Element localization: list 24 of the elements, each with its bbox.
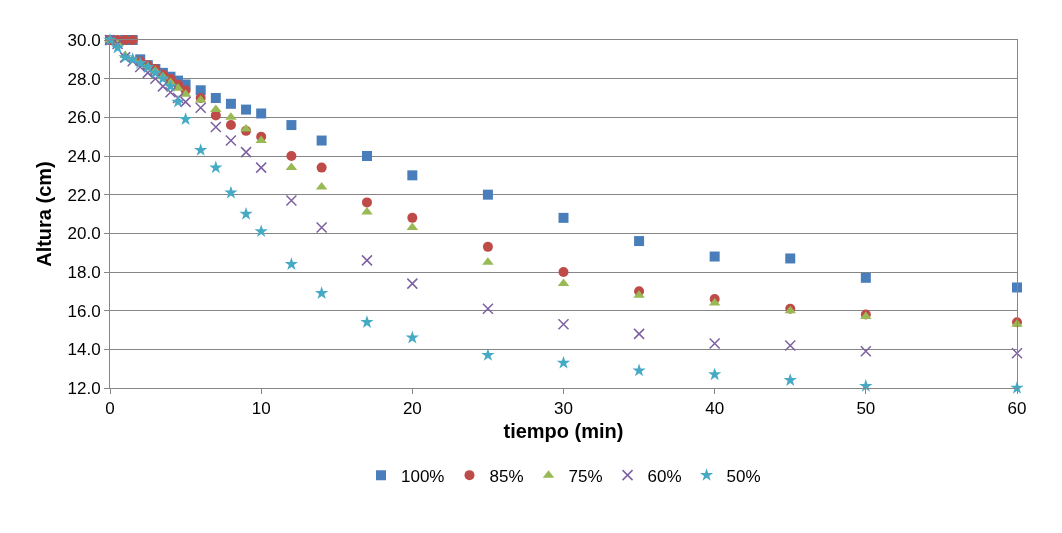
x-tick-label: 40 xyxy=(705,399,725,419)
x-tick-label: 60 xyxy=(1007,399,1027,419)
y-axis-title: Altura (cm) xyxy=(33,161,56,267)
x-tick-label: 10 xyxy=(251,399,271,419)
y-tick-label: 24.0 xyxy=(67,146,101,166)
y-tick-label: 14.0 xyxy=(67,340,101,360)
x-tick-label: 0 xyxy=(105,399,115,419)
x-tick-label: 20 xyxy=(402,399,422,419)
y-tick-label: 12.0 xyxy=(67,378,101,398)
legend-label: 85% xyxy=(489,466,524,486)
y-tick-label: 26.0 xyxy=(67,108,101,128)
y-tick-label: 18.0 xyxy=(67,262,101,282)
legend-label: 50% xyxy=(726,466,761,486)
legend-label: 100% xyxy=(401,466,445,486)
legend-label: 75% xyxy=(568,466,603,486)
x-axis-title: tiempo (min) xyxy=(503,419,624,442)
y-tick-label: 20.0 xyxy=(67,224,101,244)
x-tick-label: 30 xyxy=(554,399,573,419)
y-tick-label: 16.0 xyxy=(67,301,101,321)
legend-label: 60% xyxy=(647,466,682,486)
y-tick-label: 22.0 xyxy=(67,185,101,205)
x-tick-label: 50 xyxy=(856,399,876,419)
y-tick-label: 28.0 xyxy=(67,69,101,89)
y-tick-label: 30.0 xyxy=(67,30,101,50)
